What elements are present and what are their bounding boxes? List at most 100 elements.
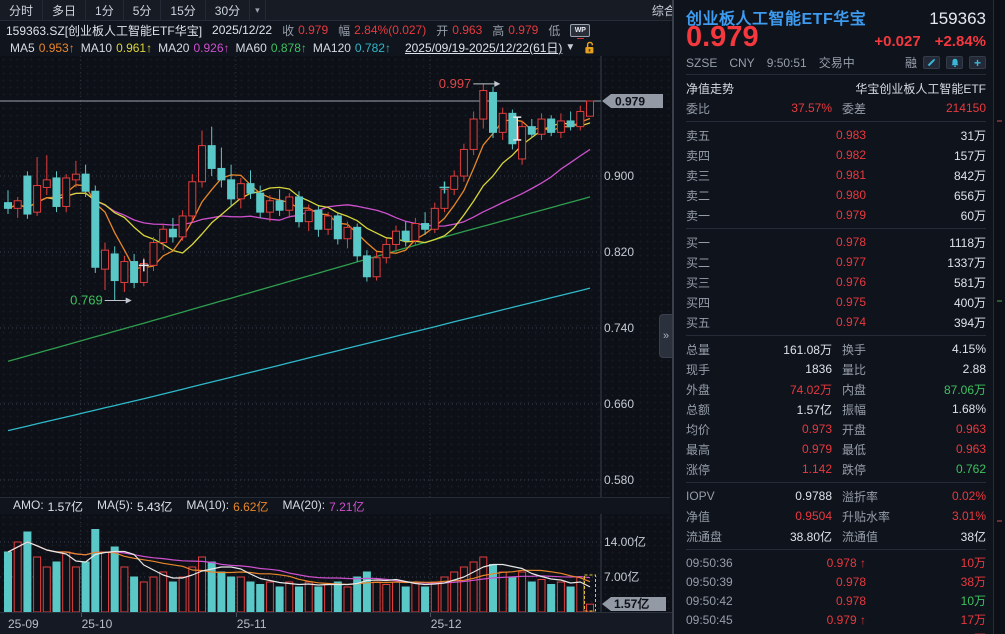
toolbar-period-多日[interactable]: 多日	[43, 0, 87, 20]
unlock-icon[interactable]	[583, 41, 596, 55]
level-volume: 60万	[960, 208, 986, 223]
level-price: 0.979	[835, 208, 866, 222]
amo-value: 7.21亿	[329, 499, 365, 514]
level-price: 0.978	[835, 235, 866, 249]
ask-row[interactable]: 卖三 0.981 842万	[686, 165, 986, 185]
stat-value: 38.80亿	[789, 529, 832, 544]
toolbar-period-5分[interactable]: 5分	[124, 0, 162, 20]
stat-row: 最高 0.979 最低 0.963	[686, 439, 986, 459]
level-price: 0.975	[835, 295, 866, 309]
stat-label: 流通值	[842, 529, 879, 544]
bid-row[interactable]: 买一 0.978 1118万	[686, 232, 986, 252]
stat-label: 总量	[686, 342, 711, 357]
bid-row[interactable]: 买二 0.977 1337万	[686, 252, 986, 272]
weicha-label: 委差	[842, 101, 867, 116]
stat-value: 0.979	[801, 442, 832, 456]
tick-row: 09:50:36 0.978 ↑ 10万	[686, 553, 986, 572]
tick-volume: 38万	[960, 575, 986, 589]
toolbar-period-15分[interactable]: 15分	[161, 0, 206, 20]
level-label: 卖五	[686, 128, 711, 143]
tick-time: 09:50:45	[686, 612, 733, 627]
svg-text:0.660: 0.660	[604, 397, 634, 411]
amo-value: 5.43亿	[137, 499, 173, 514]
nav-trend-link[interactable]: 净值走势	[686, 81, 735, 96]
level-label: 卖一	[686, 208, 711, 223]
svg-text:0.900: 0.900	[604, 169, 634, 183]
ask-row[interactable]: 卖二 0.980 656万	[686, 185, 986, 205]
stat-label: 涨停	[686, 462, 711, 477]
exchange-label: SZSE	[686, 55, 718, 70]
level-volume: 400万	[953, 295, 986, 310]
volume-chart: 14.00亿 7.00亿 1.57亿	[0, 514, 666, 612]
panel-collapse-handle[interactable]: »	[659, 314, 672, 358]
toolbar-period-分时[interactable]: 分时	[0, 0, 44, 20]
price-change-pct: +2.84%	[934, 33, 986, 50]
tick-time: 09:50:39	[686, 574, 733, 589]
price-change: +0.027	[874, 33, 921, 50]
period-dropdown-icon[interactable]: ▾	[250, 0, 266, 20]
stat-value: 1.142	[801, 462, 832, 476]
quote-info-row: 159363.SZ[创业板人工智能ETF华宝] 2025/12/22 收 0.97…	[0, 21, 670, 40]
amo-value: 6.62亿	[233, 499, 269, 514]
time-axis-label: 25-10	[81, 617, 113, 631]
ma-label: MA120	[312, 40, 351, 55]
edit-pencil-icon[interactable]	[923, 56, 940, 69]
stat-value: 0.9504	[795, 509, 832, 523]
range-dropdown-icon[interactable]: ▼	[565, 42, 576, 53]
tick-price: 0.978 ↑	[826, 555, 866, 570]
tick-volume: 17万	[960, 613, 986, 627]
level-price: 0.974	[835, 315, 866, 329]
stat-label: 最低	[842, 442, 867, 457]
amo-value: 1.57亿	[47, 499, 84, 514]
bid-row[interactable]: 买五 0.974 394万	[686, 312, 986, 332]
level-label: 买三	[686, 275, 711, 290]
weibi-label: 委比	[686, 101, 711, 116]
stat-row: 总额 1.57亿 振幅 1.68%	[686, 399, 986, 419]
stat-row: IOPV 0.9788 溢折率 0.02%	[686, 486, 986, 506]
date-range-link[interactable]: 2025/09/19-2025/12/22(61日)	[404, 41, 563, 55]
level-label: 买二	[686, 255, 711, 270]
stat-row: 涨停 1.142 跌停 0.762	[686, 459, 986, 479]
time-axis-label: 25-09	[8, 617, 39, 631]
ask-row[interactable]: 卖四 0.982 157万	[686, 145, 986, 165]
stat-value: 3.01%	[951, 509, 986, 523]
ask-row[interactable]: 卖五 0.983 31万	[686, 125, 986, 145]
wp-window-icon[interactable]: WP	[570, 23, 591, 40]
bid-row[interactable]: 买三 0.976 581万	[686, 272, 986, 292]
stat-value: 0.973	[801, 422, 832, 436]
close-label: 收	[282, 23, 295, 38]
level-label: 卖三	[686, 168, 711, 183]
currency-label: CNY	[729, 55, 755, 70]
alert-bell-icon[interactable]	[946, 56, 963, 69]
tick-row: 09:50:45 0.979 ↑ 17万	[686, 610, 986, 629]
stat-value: 0.963	[955, 442, 986, 456]
toolbar-period-1分[interactable]: 1分	[86, 0, 124, 20]
weibi-value: 37.57%	[791, 101, 832, 115]
stat-value: 161.08万	[783, 342, 832, 357]
stat-label: 振幅	[842, 402, 867, 417]
ma-value: 0.926↑	[193, 40, 230, 55]
stat-value: 0.9788	[795, 489, 832, 503]
add-to-watchlist-icon[interactable]: +	[969, 56, 986, 70]
open-label: 开	[436, 23, 449, 38]
tick-row: 09:50:39 0.978 38万	[686, 572, 986, 591]
weicha-value: 214150	[945, 101, 986, 115]
stat-row: 均价 0.973 开盘 0.963	[686, 419, 986, 439]
svg-text:0.979: 0.979	[615, 95, 645, 109]
ma-label: MA10	[80, 40, 113, 55]
stat-value: 38亿	[960, 529, 986, 544]
ask-row[interactable]: 卖一 0.979 60万	[686, 205, 986, 225]
level-label: 卖二	[686, 188, 711, 203]
bid-row[interactable]: 买四 0.975 400万	[686, 292, 986, 312]
high-label: 高	[492, 23, 505, 38]
toolbar-period-30分[interactable]: 30分	[206, 0, 251, 20]
stat-label: 总额	[686, 402, 711, 417]
right-edge-strip[interactable]	[993, 0, 1005, 634]
tick-row: 09:50:480.97951万	[686, 629, 986, 634]
stat-value: 4.15%	[951, 342, 986, 356]
stat-value: 1.68%	[951, 402, 986, 416]
svg-text:0.769: 0.769	[70, 293, 103, 308]
time-axis-label: 25-11	[236, 617, 267, 631]
amplitude-label: 幅	[338, 23, 351, 38]
last-price: 0.979	[686, 21, 759, 53]
